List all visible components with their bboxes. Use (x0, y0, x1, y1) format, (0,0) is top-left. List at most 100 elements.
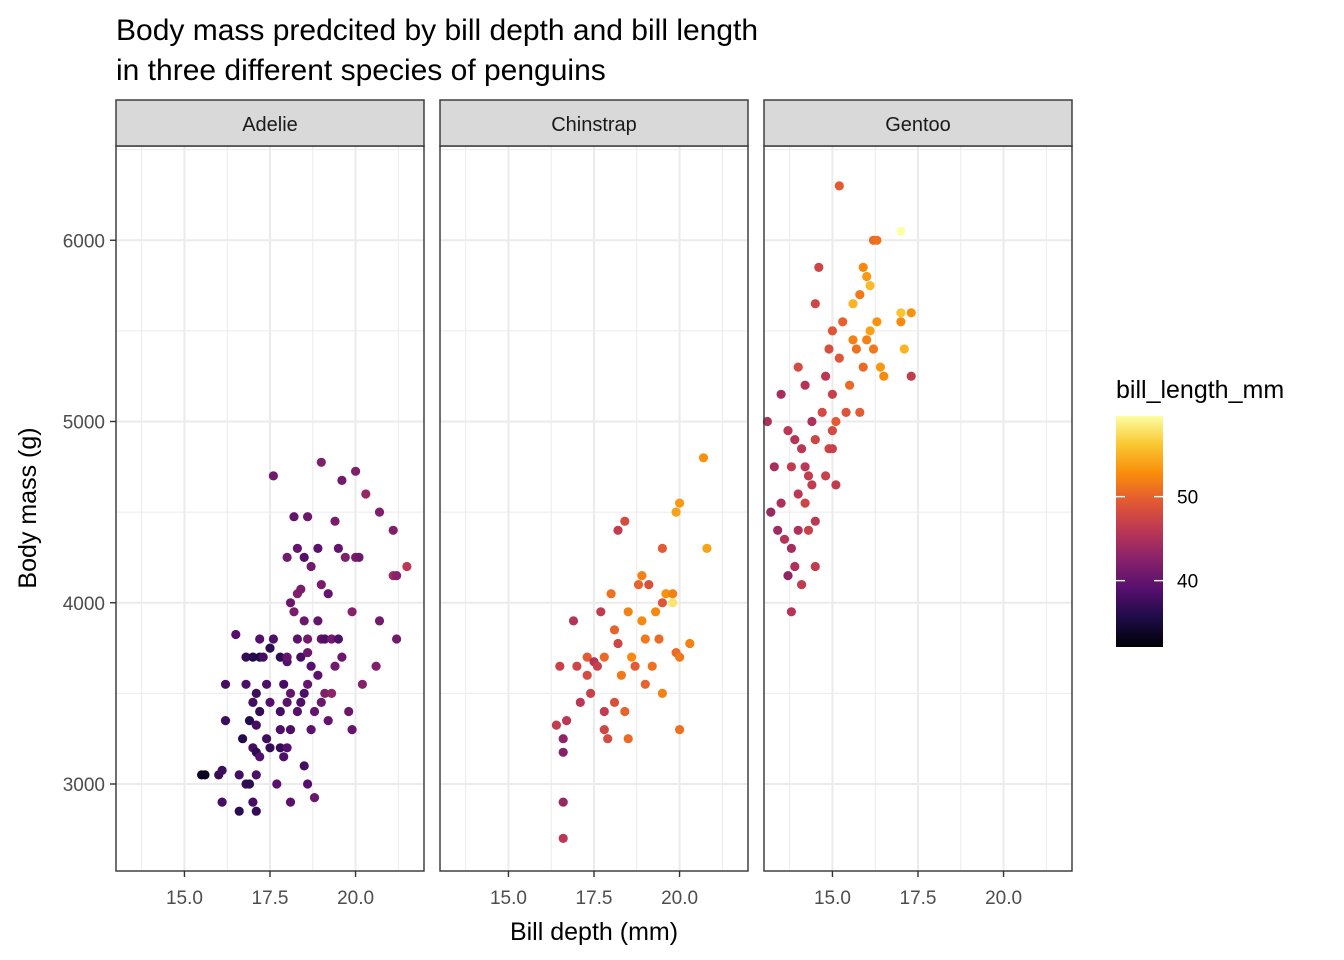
data-point (282, 552, 292, 563)
legend-title: bill_length_mm (1116, 376, 1284, 404)
data-point (262, 734, 272, 744)
data-point (786, 543, 797, 554)
data-point (234, 770, 244, 780)
data-point (800, 380, 810, 390)
points-gentoo (762, 181, 916, 617)
data-point (220, 679, 231, 689)
data-point (762, 416, 773, 427)
data-point (800, 462, 810, 472)
data-point (640, 634, 650, 644)
data-point (275, 706, 285, 717)
data-point (275, 652, 285, 662)
data-point (599, 706, 609, 717)
data-point (238, 734, 248, 744)
data-point (357, 679, 367, 689)
data-point (627, 652, 637, 662)
strip-label-adelie: Adelie (242, 114, 298, 136)
data-point (800, 498, 810, 508)
data-point (640, 679, 650, 689)
data-point (623, 607, 633, 617)
data-point (872, 317, 882, 327)
data-point (855, 290, 865, 300)
points-adelie (197, 457, 412, 816)
data-point (599, 725, 609, 735)
data-point (299, 688, 309, 699)
data-point (392, 634, 402, 644)
data-point (827, 326, 838, 336)
data-point (644, 580, 654, 590)
data-point (834, 181, 844, 191)
data-point (262, 679, 272, 689)
data-point (896, 308, 906, 318)
data-point (354, 552, 364, 563)
data-point (896, 317, 906, 327)
data-point (306, 561, 316, 572)
data-point (572, 661, 582, 671)
data-point (766, 507, 776, 517)
data-point (831, 480, 841, 490)
data-point (776, 498, 786, 508)
data-point (244, 716, 255, 726)
data-point (657, 598, 668, 608)
data-point (306, 725, 316, 735)
x-tick-label: 15.0 (166, 888, 203, 909)
data-point (388, 525, 398, 535)
data-point (241, 652, 251, 662)
data-point (299, 552, 309, 563)
facet-panel-gentoo: Gentoo 15.0 17.5 20.0 (762, 99, 1073, 909)
data-point (906, 308, 916, 318)
data-point (661, 589, 671, 599)
data-point (786, 462, 797, 472)
data-point (244, 779, 255, 789)
data-point (347, 607, 357, 617)
x-tick-label: 15.0 (814, 888, 851, 909)
data-point (371, 661, 381, 671)
data-point (296, 652, 306, 662)
data-point (251, 806, 261, 816)
data-point (558, 797, 568, 807)
facet-panels: Adelie 15.0 17.5 20.0 3000 4000 5000 6000 Chinst… (63, 99, 1073, 909)
data-point (855, 407, 865, 417)
data-point (807, 416, 817, 427)
data-point (616, 670, 627, 680)
data-point (620, 516, 630, 526)
data-point (555, 661, 565, 671)
data-point (255, 706, 265, 717)
data-point (347, 725, 357, 735)
data-point (814, 262, 824, 272)
facet-panel-chinstrap: Chinstrap 15.0 17.5 20.0 (439, 99, 749, 909)
data-point (821, 371, 831, 381)
data-point (306, 661, 316, 671)
data-point (303, 512, 313, 522)
facet-panel-adelie: Adelie 15.0 17.5 20.0 3000 4000 5000 6000 (63, 99, 425, 909)
data-point (824, 344, 834, 354)
data-point (402, 561, 412, 572)
data-point (299, 761, 309, 771)
data-point (292, 543, 302, 554)
data-point (848, 335, 858, 345)
data-point (657, 688, 668, 699)
data-point (845, 380, 855, 390)
data-point (606, 589, 616, 599)
data-point (620, 706, 630, 717)
data-point (633, 580, 644, 590)
data-point (827, 389, 838, 399)
data-point (827, 444, 838, 454)
data-point (899, 344, 909, 354)
data-point (292, 634, 302, 644)
data-point (248, 652, 258, 662)
y-axis-title: Body mass (g) (14, 427, 42, 588)
strip-background (763, 99, 1073, 147)
data-point (558, 833, 568, 844)
data-point (596, 607, 606, 617)
chart-title-line-2: in three different species of penguins (116, 54, 606, 87)
data-point (303, 679, 313, 689)
x-axis-title: Bill depth (mm) (510, 918, 678, 946)
data-point (865, 326, 875, 336)
y-tick-label: 6000 (63, 231, 105, 252)
data-point (817, 407, 827, 417)
data-point (769, 462, 779, 472)
data-point (265, 743, 275, 753)
data-point (675, 498, 685, 508)
